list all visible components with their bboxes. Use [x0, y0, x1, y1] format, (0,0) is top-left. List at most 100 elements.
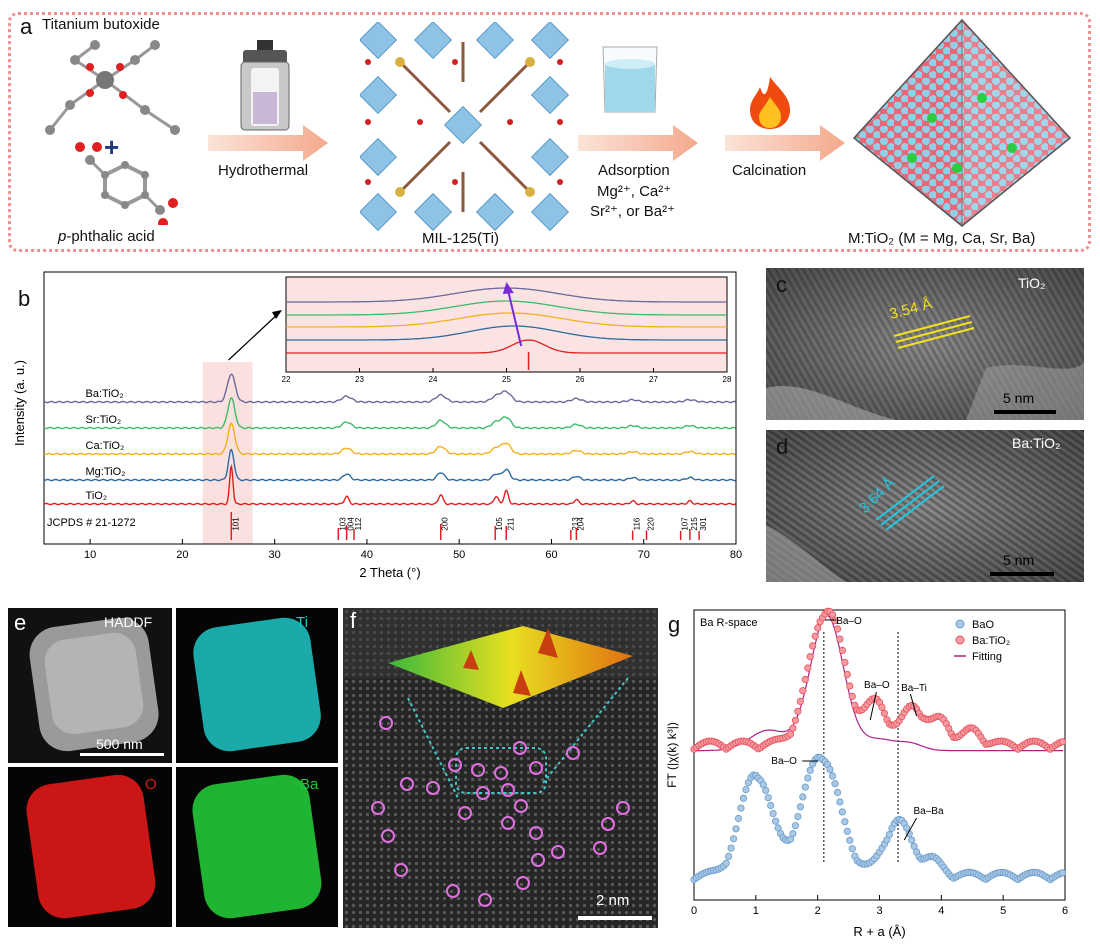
- step-calcination: Calcination: [732, 162, 807, 179]
- ba-label: Ba: [300, 776, 319, 793]
- exafs-bond-pointer: [909, 693, 918, 717]
- xrd-inset-line: [286, 300, 727, 316]
- panel-a-frame: [8, 12, 1091, 252]
- exafs-ba-tio2-point: [804, 664, 812, 672]
- exafs-bao-point: [732, 825, 740, 833]
- exafs-x-tick-label: 6: [1062, 905, 1068, 917]
- stem-image: [343, 608, 658, 928]
- exafs-bao-point: [730, 835, 738, 843]
- reactant-titanium-butoxide: Titanium butoxide: [42, 16, 160, 33]
- exafs-bond-label: Ba–O: [864, 680, 890, 691]
- exafs-bao-point: [734, 814, 743, 823]
- adsorption-ions-2: Sr²⁺, or Ba²⁺: [590, 203, 676, 220]
- exafs-bao-point: [722, 859, 730, 867]
- exafs-bao-point: [831, 780, 839, 788]
- exafs-bond-label: Ba–O: [836, 616, 862, 627]
- exafs-x-axis-label: R + a (Å): [853, 924, 905, 939]
- exafs-bao-point: [725, 852, 733, 860]
- exafs-ba-tio2-point: [786, 730, 795, 738]
- scale-text-d: 5 nm: [1003, 552, 1035, 568]
- exafs-ba-tio2-point: [831, 617, 839, 625]
- exafs-bao-point: [737, 804, 745, 812]
- ti-label: Ti: [296, 614, 308, 631]
- step-hydrothermal: Hydrothermal: [218, 162, 309, 179]
- exafs-bond-pointer: [903, 817, 918, 841]
- exafs-bao-point: [885, 831, 893, 839]
- exafs-ba-tio2-point: [843, 670, 851, 679]
- xrd-series-line: [43, 448, 736, 482]
- xrd-x-tick-label: 80: [730, 549, 742, 561]
- exafs-ba-tio2-point: [1058, 738, 1067, 746]
- exafs-bao-point: [806, 766, 814, 774]
- xrd-inset-line: [286, 325, 727, 341]
- xrd-series-label: TiO₂: [86, 490, 108, 502]
- xrd-hkl-label: 004: [347, 517, 356, 531]
- exafs-ba-tio2-point: [846, 682, 854, 690]
- beaker-icon: [602, 46, 658, 113]
- exafs-x-tick-label: 2: [815, 905, 821, 917]
- panel-d-label: d: [776, 434, 789, 459]
- exafs-x-tick-label: 4: [938, 905, 944, 917]
- xrd-x-tick-label: 60: [545, 549, 557, 561]
- exafs-ba-tio2-point: [791, 716, 799, 724]
- xrd-series-label: Sr:TiO₂: [86, 414, 122, 426]
- xrd-series-line: [43, 396, 736, 430]
- exafs-bao-point: [838, 808, 846, 816]
- arrow-calcination: [725, 125, 845, 161]
- exafs-bao-point: [848, 845, 856, 853]
- exafs-ba-tio2-point: [836, 635, 844, 643]
- ti-map: [176, 608, 338, 763]
- autoclave-icon: [240, 40, 290, 131]
- exafs-fitting-line: [694, 614, 1064, 752]
- xrd-inset-tick-label: 27: [649, 375, 658, 384]
- phthalic-acid-molecule: [75, 142, 178, 225]
- xrd-zoom-arrowhead: [272, 310, 282, 319]
- exafs-ba-tio2-point: [811, 632, 819, 640]
- o-map: [8, 767, 172, 927]
- exafs-bao-point: [772, 817, 780, 825]
- exafs-bao-point: [727, 844, 735, 852]
- xrd-hkl-label: 213: [571, 517, 580, 531]
- exafs-bao-point: [791, 822, 799, 830]
- exafs-chart: 0 1 2 3 4 5 6 R + a (Å) FT (|χ(k) k³|) Ba R-space…: [665, 607, 1068, 939]
- xrd-shift-arrowhead: [502, 282, 514, 294]
- exafs-y-axis-label: FT (|χ(k) k³|): [665, 722, 679, 788]
- exafs-ba-tio2-point: [814, 624, 822, 632]
- xrd-inset-tick-label: 24: [429, 375, 438, 384]
- exafs-ba-tio2-point: [809, 642, 817, 650]
- flame-icon: [750, 77, 790, 129]
- exafs-ba-tio2-point: [878, 703, 886, 711]
- xrd-inset-tick-label: 26: [576, 375, 585, 384]
- mof-structure: [360, 22, 570, 232]
- reactant-phthalic-acid: p-phthalic acid: [58, 228, 155, 245]
- exafs-bao-point: [762, 786, 770, 795]
- xrd-zoom-arrow: [228, 311, 281, 361]
- xrd-x-tick-label: 20: [176, 549, 188, 561]
- panel-c-sample: TiO₂: [1018, 275, 1046, 291]
- step-adsorption: Adsorption: [598, 162, 670, 179]
- xrd-hkl-label: 215: [690, 517, 699, 531]
- xrd-hkl-label: 101: [231, 517, 240, 531]
- product-label: M:TiO₂ (M = Mg, Ca, Sr, Ba): [848, 230, 1036, 247]
- xrd-series-label: Mg:TiO₂: [86, 466, 126, 478]
- xrd-x-tick-label: 70: [638, 549, 650, 561]
- xrd-x-tick-label: 50: [453, 549, 465, 561]
- xrd-hkl-label: 204: [576, 517, 585, 531]
- xrd-series-label: Ca:TiO₂: [86, 440, 125, 452]
- xrd-hkl-label: 112: [354, 517, 363, 530]
- panel-f-label: f: [350, 608, 357, 633]
- panel-e-label: e: [14, 610, 27, 635]
- xrd-shift-arrow: [506, 289, 523, 347]
- exafs-bao-point: [846, 836, 854, 844]
- xrd-highlight-region: [202, 362, 253, 544]
- xrd-x-tick-label: 10: [84, 549, 96, 561]
- exafs-x-tick-label: 3: [876, 905, 882, 917]
- exafs-bao-point: [801, 783, 809, 791]
- xrd-inset-line: [286, 339, 727, 354]
- xrd-hkl-label: 301: [699, 517, 708, 531]
- xrd-hkl-label: 103: [338, 517, 347, 531]
- xrd-chart: 10 20 30 40 50 60 70 80 2 Theta (°) Intensity (a.…: [12, 271, 742, 580]
- ba-map: [176, 767, 338, 927]
- exafs-bao-point: [739, 794, 748, 802]
- scale-bar-e: [80, 753, 164, 756]
